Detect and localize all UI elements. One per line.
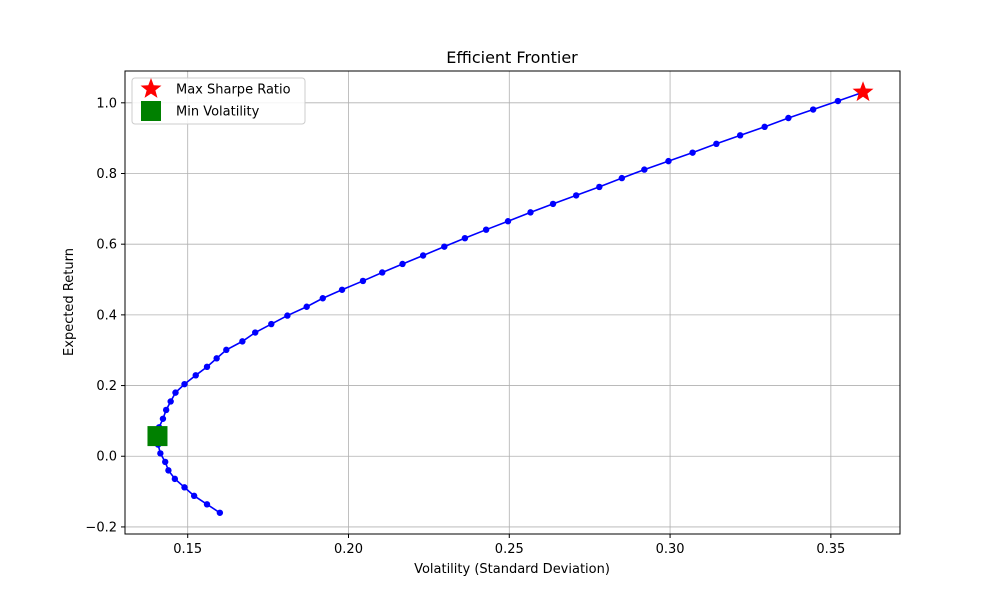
x-tick-label: 0.25 <box>495 542 524 557</box>
frontier-point <box>785 114 792 122</box>
frontier-point <box>527 209 534 216</box>
frontier-point <box>665 157 672 165</box>
frontier-point <box>213 355 220 362</box>
frontier-point <box>834 97 842 105</box>
frontier-point <box>713 140 720 148</box>
y-axis-label: Expected Return <box>62 248 77 356</box>
frontier-point <box>641 166 648 173</box>
frontier-point <box>572 192 580 199</box>
frontier-point <box>181 380 188 388</box>
frontier-point <box>203 501 211 508</box>
frontier-point <box>190 492 198 500</box>
frontier-point <box>809 106 817 113</box>
frontier-point <box>268 320 275 328</box>
y-tick-label: 0.4 <box>96 308 117 323</box>
x-tick-label: 0.15 <box>173 542 202 557</box>
frontier-point <box>239 338 246 345</box>
frontier-point <box>399 260 406 268</box>
frontier-point <box>162 406 170 414</box>
frontier-point <box>338 286 346 293</box>
frontier-point <box>167 398 174 405</box>
legend: Max Sharpe Ratio Min Volatility <box>131 77 306 125</box>
frontier-point <box>159 415 167 422</box>
y-tick-label: 0.8 <box>96 167 117 182</box>
frontier-point <box>216 509 224 516</box>
frontier-point <box>284 312 291 319</box>
frontier-point <box>252 329 259 336</box>
frontier-point <box>618 174 626 182</box>
frontier-point <box>461 234 469 242</box>
frontier-point <box>689 149 696 156</box>
frontier-point <box>596 183 603 191</box>
frontier-point <box>181 484 188 491</box>
legend-box <box>131 77 306 125</box>
y-tick-label: 0.2 <box>96 379 117 394</box>
y-tick-label: 0.6 <box>96 238 117 253</box>
frontier-point <box>203 363 211 371</box>
axes-frame <box>124 70 901 535</box>
frontier-point <box>359 277 367 285</box>
x-axis-label: Volatility (Standard Deviation) <box>414 562 610 577</box>
frontier-point <box>441 243 448 250</box>
frontier-point <box>223 346 230 354</box>
legend-square-icon <box>141 101 161 121</box>
plot-area: 0.15 0.20 0.25 0.30 0.35 −0.2 0.0 0.2 0.4 0.6 0.8 1… <box>85 70 901 557</box>
frontier-point <box>736 132 744 139</box>
max-sharpe-marker <box>852 81 874 102</box>
frontier-point <box>549 200 557 208</box>
frontier-point <box>157 450 164 457</box>
chart-title: Efficient Frontier <box>446 48 578 67</box>
legend-label: Max Sharpe Ratio <box>176 83 291 98</box>
frontier-point <box>482 226 490 233</box>
x-tick-label: 0.35 <box>816 542 845 557</box>
frontier-point <box>419 252 427 259</box>
frontier-point <box>319 295 326 302</box>
legend-label: Min Volatility <box>176 105 260 120</box>
x-tick-label: 0.20 <box>334 542 363 557</box>
y-tick-label: 0.0 <box>96 450 117 465</box>
min-volatility-marker <box>147 426 168 447</box>
frontier-point <box>192 372 199 379</box>
frontier-point <box>171 475 179 483</box>
frontier-point <box>504 218 512 225</box>
frontier-point <box>379 269 386 276</box>
y-tick-label: 1.0 <box>96 96 117 111</box>
frontier-point <box>172 389 179 396</box>
frontier-point <box>303 303 310 310</box>
frontier-point <box>165 467 172 474</box>
y-tick-label: −0.2 <box>85 520 117 535</box>
frontier-point <box>161 458 169 466</box>
frontier-point <box>761 123 768 131</box>
legend-star-icon <box>140 78 162 98</box>
x-tick-label: 0.30 <box>656 542 685 557</box>
